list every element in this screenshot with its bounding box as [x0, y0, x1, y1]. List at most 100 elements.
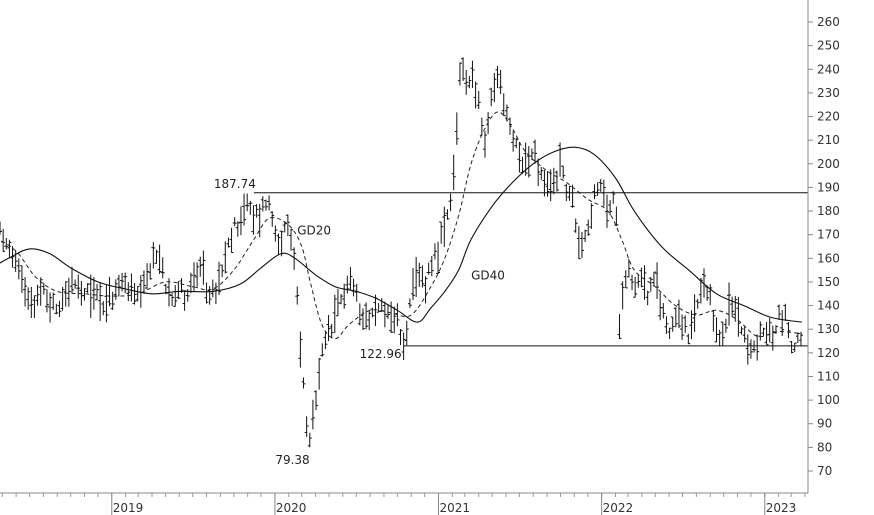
price-bar	[789, 341, 794, 354]
price-bar	[630, 274, 635, 291]
y-axis-ticks: 70 80 90 100 110 120 130 140 150 160 170 180 190 200 2…	[808, 15, 840, 478]
series-label: GD20	[297, 224, 331, 238]
price-bar	[558, 142, 563, 177]
price-bar	[742, 326, 747, 343]
price-bar	[98, 282, 103, 322]
price-bar	[0, 221, 3, 235]
price-bar	[445, 209, 450, 220]
price-bar	[598, 178, 603, 192]
price-bar	[295, 286, 300, 305]
price-bar	[10, 246, 15, 268]
price-bar	[251, 205, 256, 235]
price-bar	[589, 203, 594, 229]
price-bar	[701, 268, 706, 298]
price-bar	[198, 256, 203, 277]
price-bar	[583, 229, 588, 242]
price-bar	[101, 301, 106, 316]
y-tick-label: 130	[817, 322, 840, 336]
price-bar	[323, 331, 328, 350]
price-bar	[345, 275, 350, 294]
price-bar	[711, 309, 716, 332]
price-bar	[404, 320, 409, 346]
price-bar	[717, 329, 722, 347]
price-bars	[0, 57, 803, 448]
y-tick-label: 80	[817, 440, 832, 454]
price-bar	[82, 288, 87, 301]
x-tick-label: 2020	[276, 501, 307, 515]
price-bar	[129, 273, 134, 302]
price-bar	[645, 290, 650, 306]
price-bar	[670, 316, 675, 332]
price-bar	[655, 262, 660, 299]
price-bar	[19, 265, 24, 294]
price-bar	[432, 243, 437, 260]
price-bar	[492, 72, 497, 103]
price-bar	[748, 339, 753, 359]
price-bar	[473, 81, 478, 109]
price-bar	[733, 295, 738, 322]
price-bar	[210, 279, 215, 298]
price-bar	[254, 204, 259, 218]
price-bar	[76, 274, 81, 299]
price-bar	[420, 265, 425, 288]
price-bar	[442, 206, 447, 247]
price-bar	[66, 277, 71, 307]
price-bar	[148, 263, 153, 280]
price-bar	[676, 299, 681, 329]
price-bar	[476, 90, 481, 109]
price-bar	[307, 432, 312, 448]
price-bar	[107, 276, 112, 307]
price-bar	[85, 283, 90, 294]
price-bar	[357, 303, 362, 326]
price-bar	[414, 256, 419, 297]
price-bar	[213, 282, 218, 305]
price-bar	[285, 214, 290, 237]
y-tick-label: 220	[817, 110, 840, 124]
price-bar	[429, 256, 434, 277]
price-bar	[364, 302, 369, 330]
price-bar	[692, 294, 697, 332]
price-bar	[636, 274, 641, 288]
price-bar	[248, 200, 253, 215]
price-bar	[604, 194, 609, 228]
price-bar	[755, 334, 760, 361]
price-bar	[570, 184, 575, 208]
price-bar	[157, 244, 162, 275]
price-bar	[69, 266, 74, 294]
price-bar	[26, 287, 31, 310]
price-bar	[54, 303, 59, 315]
price-bar	[113, 279, 118, 300]
price-bar	[714, 317, 719, 343]
price-bar	[436, 241, 441, 274]
price-bar	[320, 343, 325, 357]
price-bar	[752, 340, 757, 353]
price-bar	[561, 165, 566, 179]
price-bar	[257, 204, 262, 238]
price-bar	[767, 318, 772, 343]
price-bar	[223, 241, 228, 274]
y-tick-label: 90	[817, 417, 832, 431]
y-tick-label: 240	[817, 62, 840, 76]
price-bar	[23, 277, 28, 307]
price-bar	[639, 267, 644, 288]
annotation-labels: 187.74 122.96 79.38 GD20 GD40	[214, 177, 505, 467]
price-bar	[576, 226, 581, 260]
price-bar	[332, 294, 337, 334]
price-bar	[592, 184, 597, 200]
price-bar	[723, 318, 728, 333]
price-bar	[517, 142, 522, 173]
price-bar	[182, 290, 187, 311]
price-bar	[698, 277, 703, 304]
price-bar	[567, 185, 572, 201]
price-bar	[242, 193, 247, 226]
price-bar	[554, 170, 559, 192]
price-bar	[335, 288, 340, 317]
level-label: 187.74	[214, 177, 256, 191]
price-bar	[326, 315, 331, 342]
price-bar	[317, 357, 322, 390]
y-tick-label: 200	[817, 157, 840, 171]
price-bar	[132, 282, 137, 305]
price-bar	[207, 286, 212, 305]
y-tick-label: 100	[817, 393, 840, 407]
y-tick-label: 190	[817, 180, 840, 194]
